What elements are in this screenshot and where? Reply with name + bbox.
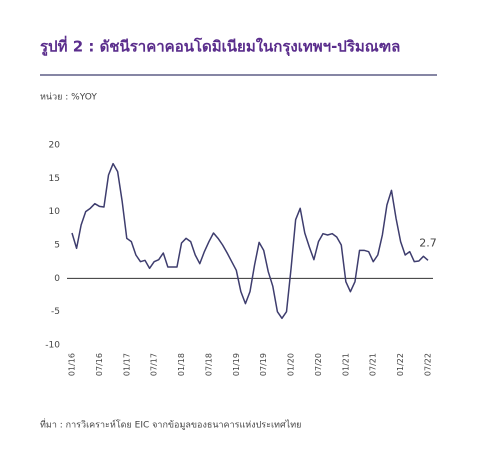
- x-tick-label: 01/19: [232, 353, 241, 376]
- x-tick-label: 07/20: [314, 353, 323, 376]
- chart-title: รูปที่ 2 : ดัชนีราคาคอนโดมิเนียมในกรุงเท…: [40, 36, 400, 57]
- x-tick-label: 07/16: [95, 353, 104, 376]
- x-tick-label: 01/22: [396, 353, 405, 376]
- y-tick-label: -5: [51, 307, 60, 317]
- x-tick-label: 07/22: [424, 353, 433, 376]
- x-tick-label: 01/21: [341, 353, 350, 376]
- x-tick-label: 07/17: [150, 353, 159, 376]
- unit-label: หน่วย : %YOY: [40, 93, 97, 103]
- data-label: 2.7: [419, 236, 437, 249]
- x-tick-label: 01/18: [177, 353, 186, 376]
- x-tick-label: 07/18: [204, 353, 213, 376]
- y-tick-label: 20: [49, 141, 61, 151]
- x-tick-label: 01/17: [122, 353, 131, 376]
- x-tick-label: 01/20: [287, 353, 296, 376]
- y-tick-label: 10: [49, 207, 61, 217]
- y-tick-label: 0: [54, 274, 60, 284]
- x-tick-label: 01/16: [68, 353, 77, 376]
- y-tick-label: 15: [49, 174, 60, 184]
- source-note: ที่มา : การวิเคราะห์โดย EIC จากข้อมูลของ…: [40, 418, 301, 431]
- x-tick-label: 07/21: [369, 353, 378, 376]
- x-tick-label: 07/19: [259, 353, 268, 376]
- data-line: [71, 162, 429, 320]
- y-tick-label: -10: [45, 341, 60, 351]
- y-tick-label: 5: [54, 241, 60, 251]
